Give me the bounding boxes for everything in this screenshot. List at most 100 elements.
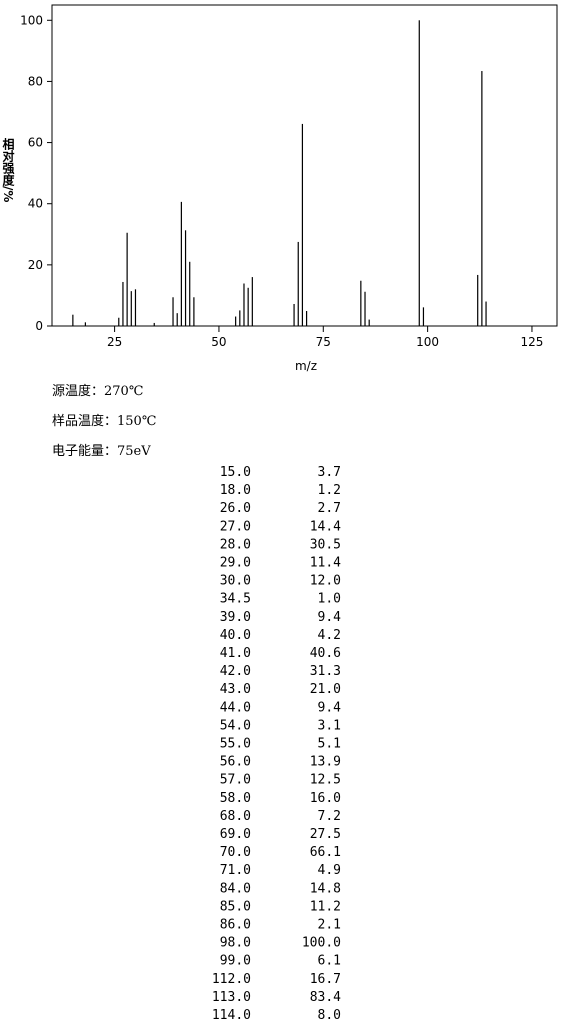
peak [235, 316, 237, 326]
peak [176, 313, 178, 326]
mass-cell: 41.0 [220, 646, 251, 661]
mass-cell: 29.0 [220, 556, 251, 571]
peak [134, 289, 137, 326]
intensity-cell: 66.1 [310, 845, 341, 860]
y-tick-label: 100 [20, 13, 43, 27]
peak [239, 310, 241, 326]
peak [360, 280, 362, 326]
intensity-cell: 12.0 [310, 574, 341, 589]
peak [153, 322, 155, 326]
mass-cell: 43.0 [220, 682, 251, 697]
mass-cell: 69.0 [220, 827, 251, 842]
mass-cell: 54.0 [220, 718, 251, 733]
mass-cell: 55.0 [220, 737, 251, 752]
peak [301, 123, 304, 327]
intensity-cell: 1.2 [318, 483, 341, 498]
plot-frame [51, 4, 558, 327]
intensity-cell: 31.3 [310, 664, 341, 679]
peak [193, 297, 195, 326]
intensity-cell: 6.1 [318, 954, 341, 969]
peak [126, 232, 128, 326]
intensity-cell: 11.4 [310, 556, 341, 571]
intensity-cell: 21.0 [310, 682, 341, 697]
peak [172, 297, 174, 326]
intensity-cell: 3.7 [318, 465, 341, 480]
peak [481, 71, 483, 326]
peak [305, 311, 308, 326]
intensity-cell: 16.0 [310, 791, 341, 806]
peak [364, 291, 366, 326]
intensity-cell: 8.0 [318, 1008, 341, 1022]
peak [251, 277, 253, 326]
intensity-cell: 4.2 [318, 628, 341, 643]
intensity-cell: 14.4 [310, 519, 341, 534]
mass-cell: 112.0 [212, 972, 251, 987]
intensity-cell: 16.7 [310, 972, 341, 987]
mass-cell: 56.0 [220, 755, 251, 770]
mass-cell: 86.0 [220, 918, 251, 933]
y-tick-label: 20 [28, 258, 43, 272]
mass-cell: 113.0 [212, 990, 251, 1005]
peak [477, 274, 479, 326]
intensity-cell: 4.9 [318, 863, 341, 878]
x-tick-label: 50 [211, 335, 226, 349]
mass-cell: 99.0 [220, 954, 251, 969]
intensity-cell: 40.6 [310, 646, 341, 661]
peak [243, 283, 245, 326]
intensity-cell: 2.7 [318, 501, 341, 516]
peak [418, 20, 420, 327]
mass-cell: 42.0 [220, 664, 251, 679]
x-tick-label: 25 [107, 335, 122, 349]
intensity-cell: 27.5 [310, 827, 341, 842]
x-axis-label: m/z [295, 359, 317, 373]
mass-cell: 34.5 [220, 592, 251, 607]
peak [485, 301, 487, 326]
intensity-cell: 1.0 [318, 592, 341, 607]
intensity-cell: 30.5 [310, 537, 341, 552]
intensity-cell: 9.4 [318, 700, 342, 715]
intensity-cell: 12.5 [310, 773, 341, 788]
mass-cell: 26.0 [220, 501, 251, 516]
peak [130, 291, 132, 326]
peak [180, 201, 182, 326]
intensity-cell: 14.8 [310, 881, 341, 896]
peak [122, 281, 124, 326]
mass-cell: 57.0 [220, 773, 251, 788]
y-axis-label: 相对强度/% [1, 137, 15, 203]
intensity-cell: 11.2 [310, 899, 341, 914]
intensity-cell: 83.4 [310, 990, 341, 1005]
peak [422, 307, 425, 326]
mass-cell: 39.0 [220, 610, 251, 625]
intensity-cell: 2.1 [318, 918, 341, 933]
info-line: 源温度：270℃ [52, 383, 143, 399]
mass-cell: 28.0 [220, 537, 251, 552]
y-tick-label: 40 [28, 197, 43, 211]
y-tick-label: 60 [28, 136, 43, 150]
peak [84, 322, 86, 326]
peak [118, 317, 120, 326]
peak [368, 319, 370, 326]
mass-cell: 40.0 [220, 628, 251, 643]
peak [72, 314, 74, 326]
mass-cell: 71.0 [220, 863, 251, 878]
intensity-cell: 7.2 [318, 809, 341, 824]
y-tick-label: 80 [28, 74, 43, 88]
mass-cell: 84.0 [220, 881, 251, 896]
peak [293, 303, 295, 326]
mass-cell: 98.0 [220, 936, 251, 951]
mass-cell: 85.0 [220, 899, 251, 914]
mass-cell: 18.0 [220, 483, 251, 498]
mass-cell: 44.0 [220, 700, 251, 715]
intensity-cell: 5.1 [318, 737, 341, 752]
mass-cell: 114.0 [212, 1008, 251, 1022]
mass-cell: 15.0 [220, 465, 251, 480]
mass-cell: 58.0 [220, 791, 251, 806]
mass-cell: 70.0 [220, 845, 251, 860]
intensity-cell: 13.9 [310, 755, 341, 770]
mass-cell: 30.0 [220, 574, 251, 589]
peak [247, 287, 249, 326]
x-tick-label: 100 [416, 335, 439, 349]
mass-cell: 68.0 [220, 809, 251, 824]
intensity-cell: 3.1 [318, 718, 341, 733]
